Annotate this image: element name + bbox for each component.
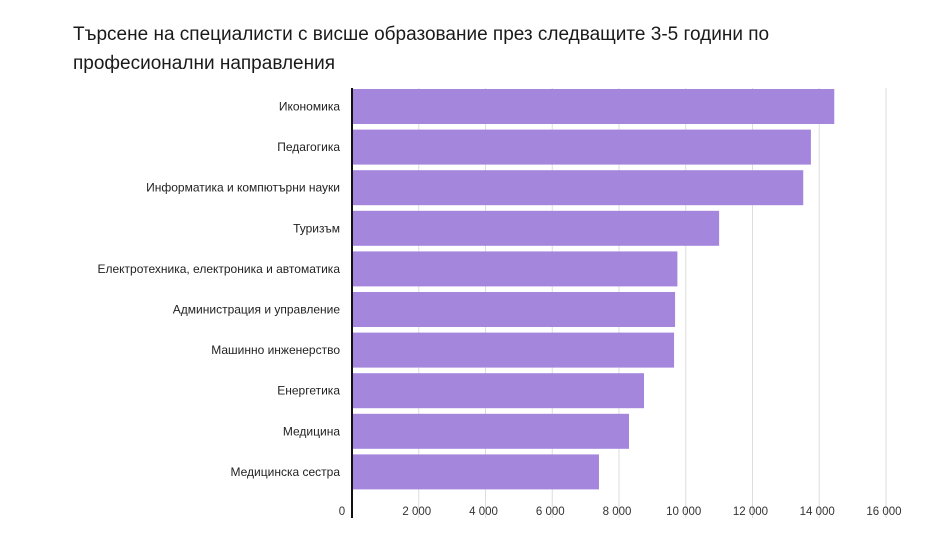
category-label: Информатика и компютърни науки bbox=[146, 181, 340, 195]
x-tick-label: 6 000 bbox=[536, 506, 565, 518]
bar bbox=[352, 292, 676, 327]
bar bbox=[352, 89, 835, 124]
category-label: Медицинска сестра bbox=[231, 465, 341, 479]
x-tick-label: 4 000 bbox=[469, 506, 498, 518]
x-tick-label: 12 000 bbox=[733, 506, 768, 518]
x-tick-label: 10 000 bbox=[666, 506, 701, 518]
category-label: Медицина bbox=[283, 424, 340, 438]
bar bbox=[352, 129, 811, 165]
x-tick-label: 2 000 bbox=[402, 506, 431, 518]
bar bbox=[352, 373, 645, 409]
bar bbox=[352, 210, 720, 246]
category-label: Администрация и управление bbox=[173, 303, 341, 317]
x-tick-labels: 0 2 000 4 000 6 000 8 000 10 000 12 000 14 000 1… bbox=[339, 506, 902, 518]
category-label: Туризъм bbox=[293, 221, 340, 235]
category-label: Педагогика bbox=[277, 140, 340, 154]
bars bbox=[352, 89, 835, 490]
category-label: Машинно инженерство bbox=[211, 343, 340, 357]
bar bbox=[352, 413, 630, 449]
x-tick-label: 16 000 bbox=[866, 506, 901, 518]
bar bbox=[352, 170, 804, 206]
bar bbox=[352, 251, 678, 287]
bar bbox=[352, 454, 599, 490]
x-tick-label: 0 bbox=[339, 506, 345, 518]
x-tick-label: 14 000 bbox=[800, 506, 835, 518]
x-tick-label: 8 000 bbox=[603, 506, 632, 518]
category-label: Енергетика bbox=[277, 384, 340, 398]
category-label: Икономика bbox=[279, 100, 340, 114]
bar bbox=[352, 332, 675, 368]
chart-title: Търсене на специалисти с висше образован… bbox=[73, 24, 770, 74]
category-label: Електротехника, електроника и автоматика bbox=[97, 262, 340, 276]
category-labels: Икономика Педагогика Информатика и компютъ… bbox=[97, 100, 340, 479]
